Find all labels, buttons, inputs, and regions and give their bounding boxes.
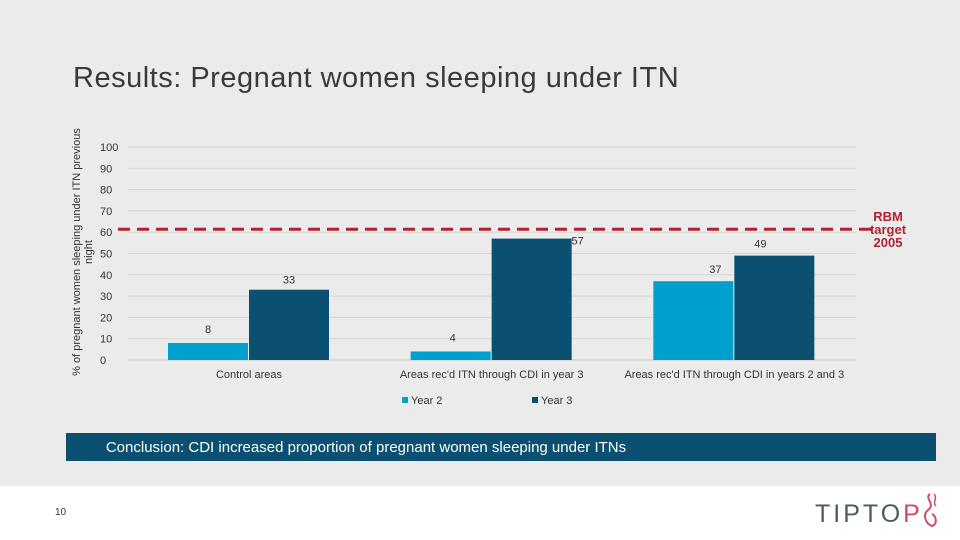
data-label: 8 [205, 324, 211, 336]
logo-mark-icon [924, 493, 937, 528]
y-tick-label: 90 [100, 163, 112, 175]
conclusion-text: Conclusion: CDI increased proportion of … [105, 438, 627, 456]
data-label: 49 [754, 239, 766, 251]
y-tick-label: 20 [100, 312, 112, 324]
legend-swatch [532, 397, 538, 403]
data-label: 4 [450, 332, 456, 344]
y-tick-label: 40 [100, 270, 112, 282]
data-label: 57 [572, 236, 584, 248]
target-label: RBM [873, 209, 903, 224]
page-number: 10 [55, 507, 67, 518]
logo-last-letter: P [903, 500, 923, 528]
x-category-label: Areas rec'd ITN through CDI in year 3 [400, 369, 584, 381]
y-tick-label: 30 [100, 291, 112, 303]
bar [168, 342, 248, 360]
y-tick-label: 80 [100, 185, 112, 197]
x-category-label: Areas rec'd ITN through CDI in years 2 a… [624, 369, 844, 381]
bar [491, 238, 572, 360]
legend-label: Year 3 [541, 395, 572, 407]
bar-chart: 0 10 20 30 40 50 60 70 80 90 100 8 33 Control areas 4 5… [100, 142, 907, 407]
y-tick-label: 60 [100, 227, 112, 239]
bar [734, 255, 815, 360]
logo-text: TIPTO [815, 500, 904, 528]
target-label: 2005 [874, 235, 903, 250]
legend-label: Year 2 [411, 395, 442, 407]
slide-title: Results: Pregnant women sleeping under I… [73, 62, 680, 94]
y-tick-label: 100 [100, 142, 118, 154]
slide-background [0, 0, 960, 486]
tiptop-logo: TIPTOP [815, 500, 923, 529]
bar [653, 281, 734, 360]
data-label: 37 [709, 264, 721, 276]
bar [249, 289, 329, 360]
y-tick-label: 50 [100, 249, 112, 261]
y-tick-label: 0 [100, 355, 106, 367]
data-label: 33 [283, 275, 295, 287]
legend-swatch [402, 397, 408, 403]
conclusion-banner: Conclusion: CDI increased proportion of … [66, 433, 936, 461]
y-tick-label: 10 [100, 334, 112, 346]
x-category-label: Control areas [216, 369, 283, 381]
bar [410, 351, 491, 360]
target-label: target [870, 222, 907, 237]
y-tick-label: 70 [100, 206, 112, 218]
